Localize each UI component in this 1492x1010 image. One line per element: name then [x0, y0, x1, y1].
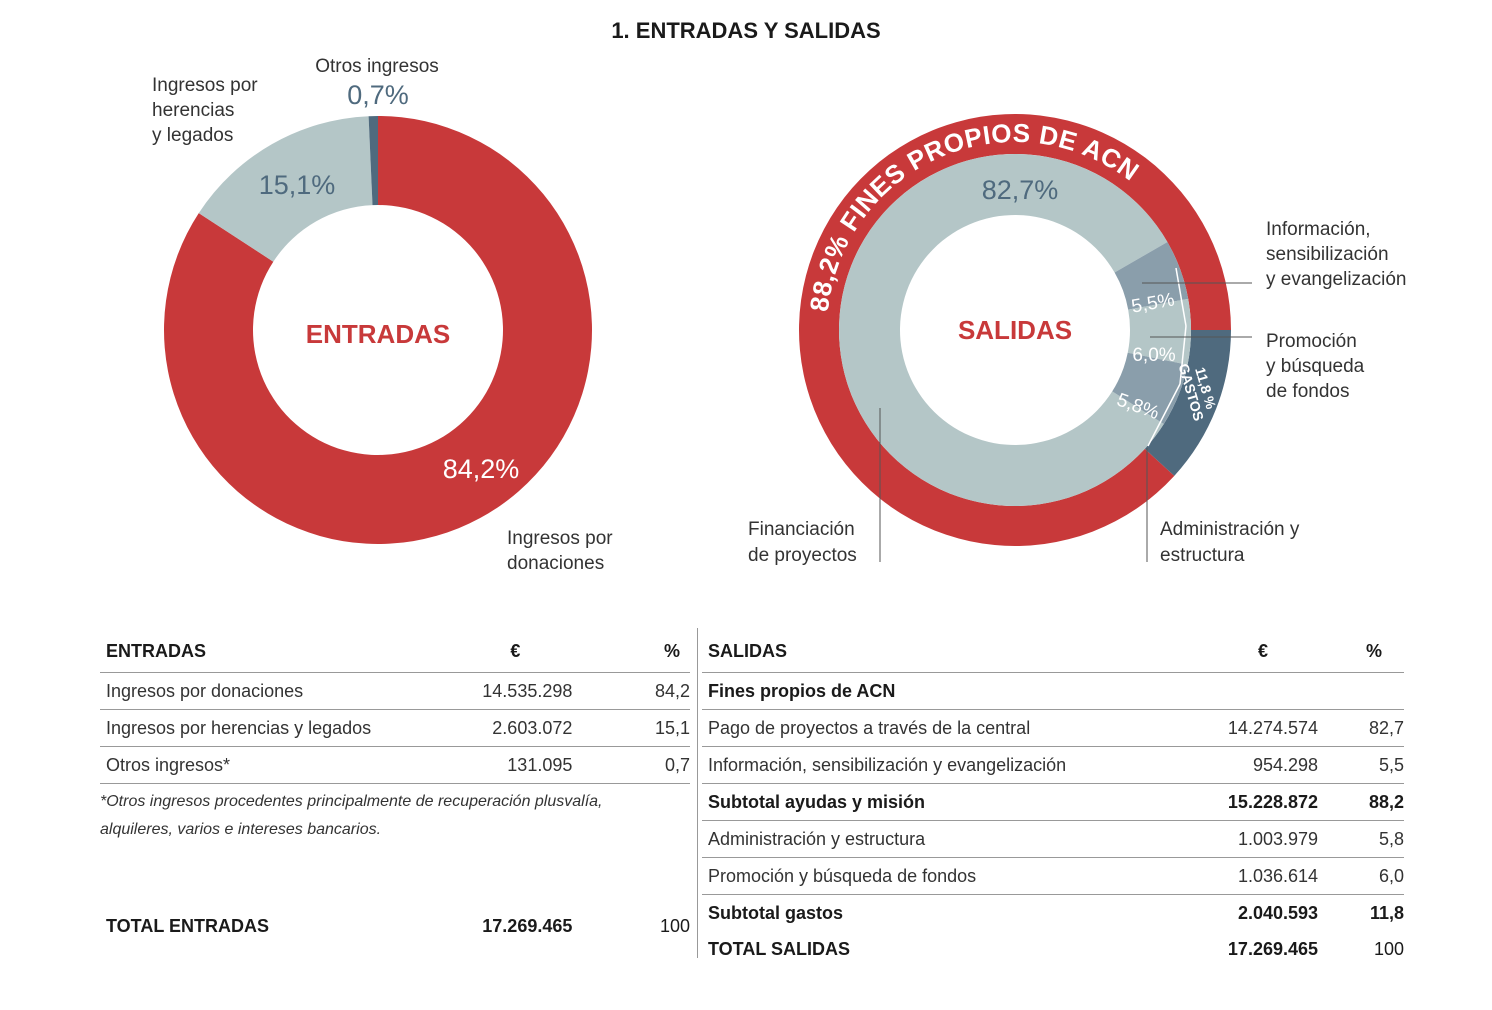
- table-row: Pago de proyectos a través de la central…: [702, 709, 1404, 747]
- table-row: Ingresos por donaciones 14.535.298 84,2: [100, 672, 690, 710]
- header-euros: €: [1172, 630, 1319, 673]
- header-euros: €: [431, 630, 573, 673]
- entradas-label-otros: Otros ingresos: [315, 56, 439, 77]
- row-label: Promoción y búsqueda de fondos: [702, 857, 1173, 895]
- table-row: Subtotal ayudas y misión 15.228.872 88,2: [702, 783, 1404, 821]
- total-pct: 100: [1373, 938, 1404, 959]
- salidas-inner-slice-promocion: [1127, 298, 1191, 365]
- salidas-value-label-proyectos: 82,7%: [982, 175, 1059, 205]
- row-label: Fines propios de ACN: [702, 672, 1173, 710]
- row-pct: 11,8: [1369, 902, 1404, 923]
- salidas-outer-slice-gastos: [1144, 330, 1231, 476]
- row-pct: 84,2: [572, 672, 690, 710]
- entradas-value-label-herencias: 15,1%: [259, 170, 336, 200]
- entradas-value-label-otros: 0,7%: [347, 80, 409, 110]
- entradas-slice-otros: [368, 116, 378, 206]
- row-label: Subtotal gastos: [708, 902, 844, 923]
- table-row: Promoción y búsqueda de fondos 1.036.614…: [702, 857, 1404, 895]
- salidas-value-label-promocion: 6,0%: [1132, 345, 1175, 366]
- total-pct: 100: [659, 915, 690, 936]
- table-row: Información, sensibilización y evangeliz…: [702, 746, 1404, 784]
- footnote: *Otros ingresos procedentes principalmen…: [100, 793, 603, 838]
- row-euros: 1.003.979: [1172, 820, 1319, 858]
- salidas-label-administracion: Administración y estructura: [1160, 519, 1305, 566]
- table-row: Otros ingresos* 131.095 0,7: [100, 746, 690, 784]
- entradas-slice-herencias: [198, 116, 373, 262]
- row-euros: 15.228.872: [1172, 783, 1319, 821]
- charts-area: 1. ENTRADAS Y SALIDAS ENTRADAS 84,2% 15,…: [152, 18, 1406, 574]
- row-pct: 6,0: [1318, 857, 1404, 895]
- salidas-label-promocion: Promoción y búsqueda de fondos: [1266, 331, 1370, 402]
- table-divider: [697, 628, 698, 958]
- row-euros: [1172, 672, 1319, 710]
- header-pct: %: [1318, 630, 1404, 673]
- total-euros: 17.269.465: [482, 915, 573, 936]
- header-entradas: ENTRADAS: [100, 630, 432, 673]
- table-header-row: SALIDAS € %: [702, 630, 1404, 673]
- row-pct: [1318, 672, 1404, 710]
- row-euros: 2.040.593: [1237, 902, 1319, 923]
- entradas-table: ENTRADAS € % Ingresos por donaciones 14.…: [100, 630, 690, 944]
- salidas-label-proyectos: Financiación de proyectos: [748, 519, 860, 566]
- entradas-label-donaciones: Ingresos por donaciones: [507, 528, 618, 574]
- row-pct: 5,8: [1318, 820, 1404, 858]
- row-pct: 15,1: [572, 709, 690, 747]
- entradas-donut: ENTRADAS 84,2% 15,1% 0,7% Ingresos por d…: [152, 56, 618, 574]
- row-pct: 5,5: [1318, 746, 1404, 784]
- leader-lines: [879, 282, 1252, 562]
- salidas-label-informacion: Información, sensibilización y evangeliz…: [1266, 219, 1406, 290]
- total-row: TOTAL SALIDAS 17.269.465 100: [702, 931, 1404, 967]
- header-pct: %: [572, 630, 690, 673]
- salidas-inner-slice-informacion: [1114, 242, 1189, 310]
- row-label: Administración y estructura: [702, 820, 1173, 858]
- row-euros: 954.298: [1172, 746, 1319, 784]
- row-label: Ingresos por herencias y legados: [100, 709, 432, 747]
- row-euros: 131.095: [431, 746, 573, 784]
- entradas-label-herencias: Ingresos por herencias y legados: [152, 75, 263, 146]
- total-euros: 17.269.465: [1227, 938, 1319, 959]
- row-label: Otros ingresos*: [100, 746, 432, 784]
- salidas-table: SALIDAS € % Fines propios de ACN Pago de…: [702, 630, 1404, 967]
- row-euros: 14.274.574: [1172, 709, 1319, 747]
- total-row: TOTAL ENTRADAS 17.269.465 100: [100, 908, 690, 944]
- entradas-value-label-donaciones: 84,2%: [443, 454, 520, 484]
- row-label: Información, sensibilización y evangeliz…: [702, 746, 1173, 784]
- table-row: Administración y estructura 1.003.979 5,…: [702, 820, 1404, 858]
- row-pct: 0,7: [572, 746, 690, 784]
- table-row: Ingresos por herencias y legados 2.603.0…: [100, 709, 690, 747]
- row-label: Subtotal ayudas y misión: [702, 783, 1173, 821]
- entradas-slice-donaciones: [163, 116, 592, 544]
- row-euros: 1.036.614: [1172, 857, 1319, 895]
- row-label: Ingresos por donaciones: [100, 672, 432, 710]
- header-salidas: SALIDAS: [702, 630, 1173, 673]
- table-row: Subtotal gastos 2.040.593 11,8: [702, 895, 1404, 932]
- row-pct: 88,2: [1318, 783, 1404, 821]
- salidas-center-label: SALIDAS: [958, 315, 1072, 345]
- row-label: Pago de proyectos a través de la central: [702, 709, 1173, 747]
- chart-title: 1. ENTRADAS Y SALIDAS: [611, 18, 880, 43]
- entradas-center-label: ENTRADAS: [306, 319, 450, 349]
- total-label: TOTAL ENTRADAS: [106, 915, 270, 936]
- separators: [1147, 267, 1187, 447]
- salidas-donut: 88,2% FINES PROPIOS DE ACN 11,8 % GASTOS…: [748, 114, 1406, 566]
- total-label: TOTAL SALIDAS: [708, 938, 851, 959]
- table-header-row: ENTRADAS € %: [100, 630, 690, 673]
- salidas-inner-slice-proyectos: [839, 154, 1168, 507]
- row-pct: 82,7: [1318, 709, 1404, 747]
- table-row: Fines propios de ACN: [702, 672, 1404, 710]
- row-euros: 2.603.072: [431, 709, 573, 747]
- row-euros: 14.535.298: [431, 672, 573, 710]
